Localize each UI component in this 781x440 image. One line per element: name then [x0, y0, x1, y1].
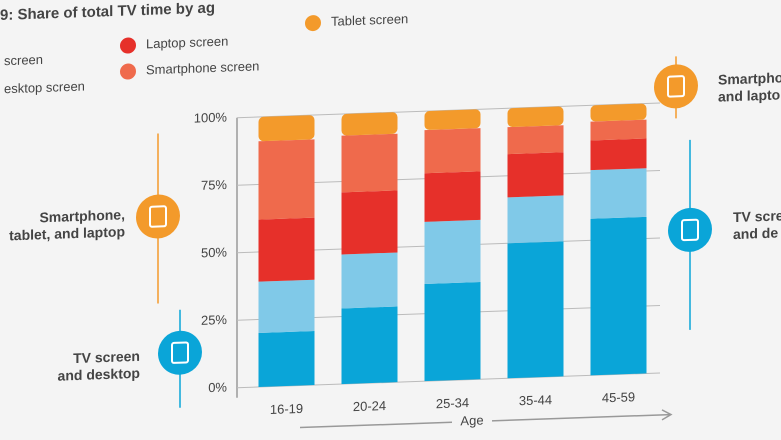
- bar-segment: [424, 282, 481, 382]
- legend-label: Tablet screen: [331, 11, 408, 29]
- bar-segment: [590, 138, 647, 171]
- y-tick-label: 25%: [201, 312, 227, 328]
- bar-segment: [258, 115, 315, 142]
- bar-segment: [424, 219, 481, 284]
- y-tick-label: 100%: [194, 109, 228, 125]
- bar-segment: [507, 125, 564, 155]
- icon-glyph: [667, 75, 685, 98]
- icon-glyph: [171, 341, 189, 364]
- bar-segment: [424, 128, 481, 174]
- x-tick-label: 35-44: [519, 392, 552, 408]
- bar-segment: [258, 279, 315, 333]
- bar-segment: [341, 133, 398, 193]
- annotation-text: Smartphone,: [39, 206, 125, 225]
- legend-marker: [120, 63, 136, 80]
- annotation-icon: [654, 64, 698, 109]
- legend-marker: [120, 37, 136, 54]
- bar-segment: [590, 119, 647, 141]
- bar-segment: [258, 331, 315, 387]
- bar-segment: [341, 112, 398, 136]
- annotation-text: tablet, and laptop: [9, 223, 125, 243]
- legend-marker: [305, 15, 321, 32]
- x-tick-label: 20-24: [353, 398, 386, 414]
- arrow-head: [661, 409, 673, 421]
- bar-segment: [507, 106, 564, 128]
- y-tick-label: 50%: [201, 244, 227, 260]
- legend-label: Smartphone screen: [146, 58, 259, 77]
- x-axis-label: Age: [460, 413, 483, 429]
- bar-segment: [590, 216, 647, 376]
- x-tick-label: 25-34: [436, 395, 469, 411]
- annotation-text: and lapto: [718, 86, 780, 104]
- x-tick-label: 16-19: [270, 401, 303, 417]
- bar-segment: [424, 109, 481, 130]
- bar-segment: [258, 139, 315, 220]
- legend-label: screen: [4, 52, 43, 68]
- bar-segment: [341, 306, 398, 385]
- annotation-text: Smartphon: [718, 69, 781, 88]
- legend-label: Laptop screen: [146, 33, 228, 51]
- annotation-text: TV scre: [733, 207, 781, 225]
- annotation-text: and de: [733, 225, 778, 243]
- y-tick-label: 0%: [208, 379, 227, 395]
- bar-segment: [507, 195, 564, 244]
- annotation-text: and desktop: [58, 365, 140, 384]
- annotation-icon: [158, 330, 202, 375]
- bar-segment: [590, 103, 647, 122]
- y-tick-label: 75%: [201, 177, 227, 193]
- bar-segment: [590, 168, 647, 219]
- annotation-icon: [668, 207, 712, 252]
- icon-glyph: [149, 205, 167, 228]
- label-bg: [452, 411, 492, 432]
- annotation-text: TV screen: [73, 348, 140, 366]
- bar-segment: [507, 152, 564, 198]
- bar-segment: [258, 217, 315, 282]
- chart-title: 9: Share of total TV time by ag: [0, 0, 215, 24]
- annotation-icon: [136, 194, 180, 239]
- bar-segment: [424, 171, 481, 222]
- icon-glyph: [681, 218, 699, 242]
- x-tick-label: 45-59: [602, 389, 635, 405]
- bar-segment: [341, 190, 398, 255]
- legend-label: esktop screen: [4, 78, 85, 96]
- bar-segment: [341, 252, 398, 309]
- bar-segment: [507, 241, 564, 379]
